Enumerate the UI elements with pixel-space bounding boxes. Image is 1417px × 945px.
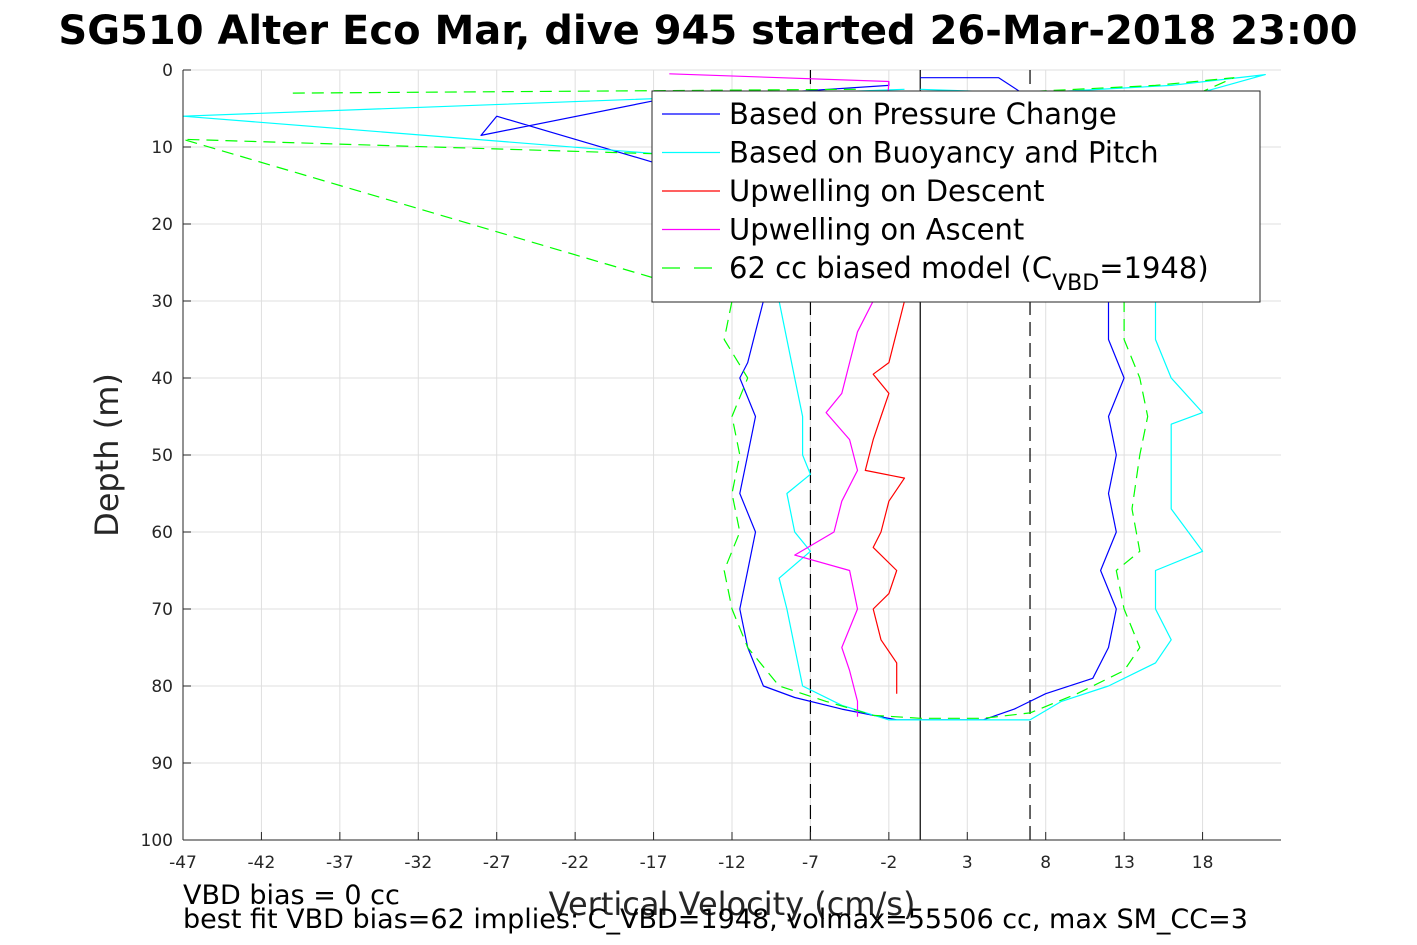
y-tick-label: 40: [151, 369, 173, 389]
y-tick-label: 30: [151, 292, 173, 312]
axes: -47 -42 -37 -32 -27 -22 -17 -12 -7 -2 3 8 13 18 0 10 20 3…: [141, 61, 1281, 873]
y-axis-label: Depth (m): [88, 373, 126, 537]
y-tick-label: 100: [141, 831, 173, 851]
series-line-2: [864, 300, 906, 694]
x-tick-label: -42: [248, 853, 276, 873]
x-tick-label: 8: [1040, 853, 1051, 873]
x-tick-label: -2: [880, 853, 897, 873]
x-tick-label: 3: [962, 853, 973, 873]
y-tick-label: 90: [151, 754, 173, 774]
y-tick-label: 20: [151, 215, 173, 235]
chart-title: SG510 Alter Eco Mar, dive 945 started 26…: [58, 8, 1357, 54]
legend-entry-0: Based on Pressure Change: [729, 97, 1117, 131]
y-tick-label: 0: [162, 61, 173, 81]
x-axis-label: Vertical Velocity (cm/s): [549, 885, 916, 923]
series-line-3: [669, 73, 890, 717]
y-tick-label: 60: [151, 523, 173, 543]
legend-box: [651, 90, 1261, 303]
x-tick-label: -12: [718, 853, 746, 873]
x-tick-label: -47: [169, 853, 197, 873]
y-tick-label: 70: [151, 600, 173, 620]
legend-subscript: VBD: [1052, 271, 1099, 296]
legend-suffix: =1948): [1099, 251, 1208, 285]
x-tick-label: -17: [640, 853, 668, 873]
annotation-vbd-bias: VBD bias = 0 cc: [183, 880, 400, 911]
x-tick-label: -7: [802, 853, 819, 873]
series-line-4: [182, 77, 1235, 719]
legend-entry-2: Upwelling on Descent: [729, 174, 1045, 208]
legend-entry-1: Based on Buoyancy and Pitch: [729, 136, 1159, 170]
legend-entry-3: Upwelling on Ascent: [729, 213, 1024, 247]
x-tick-label: -22: [561, 853, 589, 873]
x-tick-label: -32: [404, 853, 432, 873]
series-line-1: [182, 73, 1266, 721]
y-tick-label: 80: [151, 677, 173, 697]
x-tick-label: -27: [483, 853, 511, 873]
y-tick-label: 50: [151, 446, 173, 466]
x-tick-label: 13: [1113, 853, 1135, 873]
annotation-best-fit: best fit VBD bias=62 implies: C_VBD=1948…: [183, 904, 1248, 935]
y-tick-label: 10: [151, 138, 173, 158]
x-tick-label: 18: [1192, 853, 1214, 873]
legend: Based on Pressure Change Based on Buoyanc…: [651, 90, 1261, 303]
x-tick-label: -37: [326, 853, 354, 873]
